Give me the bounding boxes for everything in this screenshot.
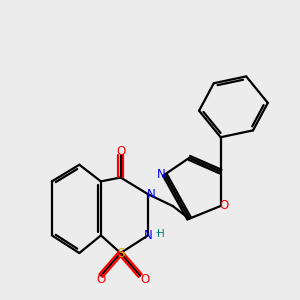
Text: N: N	[144, 229, 152, 242]
Text: O: O	[116, 145, 125, 158]
Text: O: O	[220, 200, 229, 212]
Text: H: H	[157, 229, 164, 238]
Text: O: O	[96, 273, 106, 286]
Text: N: N	[157, 168, 166, 181]
Text: N: N	[147, 188, 156, 201]
Text: –: –	[155, 229, 160, 238]
Text: S: S	[117, 247, 124, 260]
Text: O: O	[140, 273, 149, 286]
